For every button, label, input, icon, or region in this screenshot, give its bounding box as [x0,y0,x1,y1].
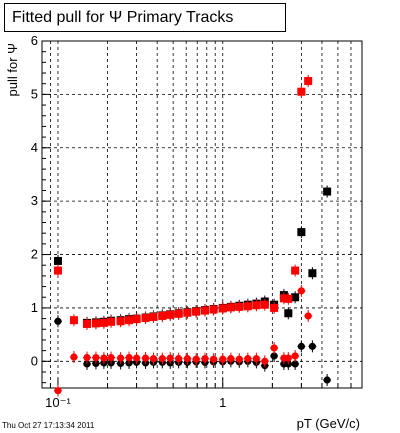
data-point-circle [270,344,278,352]
data-point-square [218,304,227,313]
data-point-square [209,305,218,314]
data-point-circle [192,355,200,363]
data-point-square [252,301,261,310]
plot-frame [41,40,363,389]
data-point-square [53,266,62,275]
data-point-square [99,318,108,327]
data-point-square [183,308,192,317]
y-tick-label: 1 [31,300,38,315]
data-point-square [323,187,332,196]
data-point-square [284,309,293,318]
y-tick-label: 3 [31,193,38,208]
data-point-square [291,266,300,275]
data-point-circle [297,342,305,350]
data-point-circle [166,354,174,362]
data-point-square [132,315,141,324]
data-point-circle [54,317,62,325]
data-point-circle [141,354,150,362]
data-point-square [125,316,134,325]
data-point-circle [183,355,191,363]
data-point-circle [291,360,299,368]
data-point-circle [252,355,260,363]
data-point-square [226,303,235,312]
y-axis-title: pull for Ψ [5,43,20,97]
data-point-circle [323,376,331,384]
data-point-circle [304,312,312,320]
y-tick-label: 0 [31,353,38,368]
data-point-circle [117,354,125,362]
data-point-square [279,294,288,303]
data-point-square [141,314,150,323]
data-point-square [284,294,293,303]
data-point-square [82,319,91,328]
data-point-square [53,256,62,265]
data-point-square [260,300,269,309]
data-point-square [308,269,317,278]
data-point-circle [244,355,252,363]
data-point-circle [297,287,305,295]
data-point-square [91,319,100,328]
x-tick-label: 1 [219,395,226,410]
x-tick-label: 10⁻¹ [45,395,71,410]
data-point-square [270,303,279,312]
data-point-circle [201,355,209,363]
data-point-circle [149,355,158,363]
data-point-circle [83,360,91,368]
data-point-circle [235,355,243,363]
data-point-circle [270,352,278,360]
chart-title: Fitted pull for Ψ Primary Tracks [12,9,234,26]
data-point-circle [83,353,91,362]
data-point-square [297,228,306,237]
plot-area [42,41,362,388]
data-point-square [174,309,183,318]
data-point-circle [107,353,115,362]
data-point-circle [261,357,269,365]
data-point-circle [219,355,227,363]
data-point-circle [291,352,299,360]
data-point-square [149,312,158,321]
y-tick-label: 5 [31,86,38,101]
data-point-circle [132,354,141,362]
data-point-square [158,311,167,320]
data-point-square [166,310,175,319]
data-point-square [235,302,244,311]
data-point-square [304,77,313,86]
data-point-circle [209,355,218,363]
data-point-square [243,302,252,311]
y-tick-label: 6 [31,33,38,48]
data-point-square [107,317,116,326]
data-point-circle [125,353,133,362]
footer-timestamp: Thu Oct 27 17:13:34 2011 [2,421,95,430]
data-point-square [200,306,209,315]
data-point-circle [308,342,316,350]
data-point-circle [227,355,235,363]
x-axis-title: pT (GeV/c) [297,416,360,431]
data-point-circle [54,387,62,395]
data-point-square [69,316,78,325]
data-point-circle [158,355,166,363]
data-point-square [291,293,300,302]
data-point-square [116,317,125,326]
data-point-circle [284,354,292,362]
y-tick-label: 4 [31,140,38,155]
data-point-square [297,87,306,96]
chart-title-box: Fitted pull for Ψ Primary Tracks [4,3,286,32]
data-point-circle [100,354,108,362]
data-point-square [192,307,201,316]
data-point-circle [92,353,100,362]
y-tick-label: 2 [31,247,38,262]
data-point-circle [70,353,78,361]
data-point-circle [175,355,183,363]
